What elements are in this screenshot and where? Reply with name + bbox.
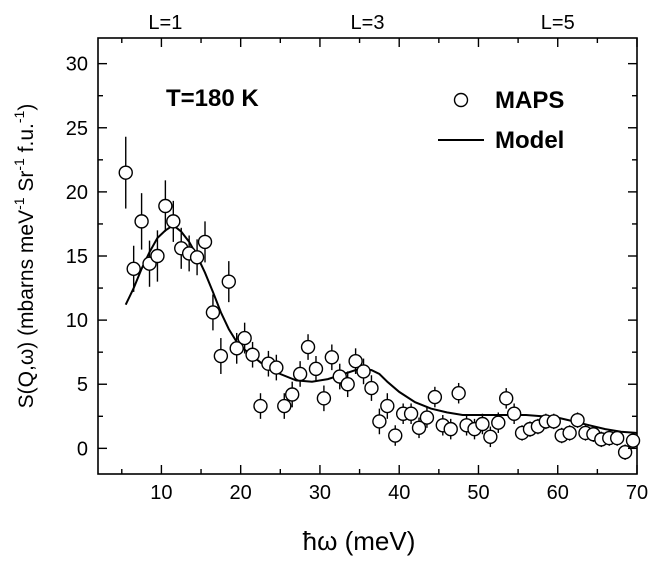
data-point (475, 416, 490, 432)
data-point (625, 433, 641, 448)
data-point (213, 348, 229, 364)
y-axis-title-close: ) (15, 104, 38, 111)
data-point (372, 414, 387, 429)
data-point (609, 430, 625, 446)
data-point (419, 410, 435, 425)
x-axis-title: ħω (meV) (303, 526, 416, 556)
data-point (237, 330, 252, 346)
data-point (491, 415, 506, 430)
data-point (197, 234, 213, 250)
data-point (356, 364, 371, 379)
data-point (158, 198, 173, 214)
data-point (134, 214, 149, 229)
data-point (277, 398, 292, 414)
y-axis-title-sup1: -1 (11, 197, 27, 210)
x-tick-label: 20 (230, 482, 252, 504)
data-point (189, 250, 205, 265)
legend-maps-label: MAPS (495, 87, 564, 114)
y-tick-label: 10 (66, 310, 88, 332)
legend-model-label: Model (495, 127, 564, 154)
x-tick-label: 10 (150, 482, 172, 504)
data-point (284, 387, 300, 402)
y-axis-title-mid: Sr (15, 171, 38, 198)
y-axis-title-main: S(Q,ω) (mbarns meV (15, 210, 38, 408)
y-axis-title-end: f.u. (15, 123, 38, 158)
x-tick-label: 40 (388, 482, 410, 504)
x-tick-label: 60 (547, 482, 569, 504)
data-point (443, 421, 458, 437)
y-tick-label: 20 (66, 182, 88, 204)
data-point (166, 214, 181, 229)
data-point (506, 406, 522, 421)
data-point (546, 414, 561, 429)
data-point (292, 366, 308, 382)
top-l-label: L=5 (541, 12, 575, 34)
data-point (253, 398, 268, 414)
top-l-label: L=1 (148, 12, 182, 34)
data-point (562, 425, 577, 441)
data-point (570, 412, 585, 428)
y-tick-label: 15 (66, 246, 88, 268)
x-tick-label: 70 (626, 482, 648, 504)
y-tick-label: 0 (77, 438, 88, 460)
data-point (308, 361, 324, 377)
x-tick-label: 50 (467, 482, 489, 504)
y-tick-label: 5 (77, 374, 88, 396)
legend-maps-marker (453, 92, 469, 108)
legend: MAPS Model (438, 87, 564, 154)
data-point (316, 391, 332, 406)
data-point (221, 274, 236, 289)
y-axis-title: S(Q,ω) (mbarns meV-1 Sr-1 f.u.-1) (11, 104, 38, 409)
data-point (300, 339, 316, 355)
data-point (118, 165, 133, 180)
data-point (150, 248, 165, 264)
data-point (403, 406, 419, 421)
data-point (411, 420, 427, 436)
data-point (364, 380, 379, 396)
data-point (269, 360, 284, 375)
x-tick-label: 30 (309, 482, 331, 504)
y-axis-title-sup3: -1 (11, 110, 27, 123)
ticks-layer: 10 20 30 40 50 60 70 0 5 10 15 20 25 30 L=1 L=3 L=5 (66, 12, 648, 504)
data-point (324, 350, 340, 365)
data-point (388, 428, 403, 443)
maps-points-layer (118, 136, 641, 460)
y-tick-label: 30 (66, 54, 88, 76)
data-point (483, 429, 498, 445)
data-point (126, 261, 141, 277)
data-point (348, 353, 363, 369)
top-l-label: L=3 (351, 12, 385, 34)
data-point (205, 305, 221, 320)
data-point (380, 398, 395, 414)
data-point (499, 391, 514, 406)
data-point (245, 347, 260, 362)
y-axis-title-sup2: -1 (11, 158, 27, 171)
data-point (427, 389, 443, 405)
data-point (229, 341, 244, 356)
temperature-annotation: T=180 K (166, 85, 259, 112)
y-tick-label: 25 (66, 118, 88, 140)
data-point (451, 386, 466, 401)
data-point (617, 445, 633, 460)
data-point (340, 377, 355, 392)
